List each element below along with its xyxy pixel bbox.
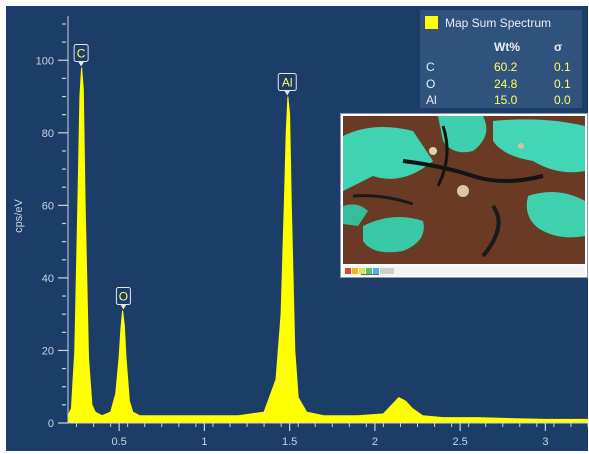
spectrum-panel: 0 20 40 60 80 100 0.5 1 1.5 2 2.5 3 C O Al cps/eV Map… <box>6 6 588 451</box>
peak-label-al: Al <box>277 73 297 96</box>
map-thumbnail-icon <box>343 116 585 264</box>
legend-element: C <box>426 60 435 74</box>
peak-label-o: O <box>115 287 131 310</box>
spectrum-series <box>67 67 588 424</box>
x-tick-label: 1 <box>201 436 207 448</box>
map-thumbnail-toolbar <box>343 266 585 276</box>
legend-title: Map Sum Spectrum <box>445 16 552 30</box>
legend-sigma: 0.1 <box>554 60 571 74</box>
y-tick-label: 60 <box>42 200 54 212</box>
legend-swatch <box>425 16 438 29</box>
legend-element: Al <box>426 93 437 107</box>
peak-label-c: C <box>73 44 89 67</box>
map-thumbnail <box>340 113 588 278</box>
peak-label-pointer <box>284 90 291 96</box>
y-axis-label: cps/eV <box>13 199 25 233</box>
legend-col-wt: Wt% <box>494 40 520 54</box>
legend-element: O <box>426 77 436 91</box>
legend-col-sigma: σ <box>554 40 563 54</box>
y-tick-label: 100 <box>36 55 54 67</box>
x-tick-label: 1.5 <box>282 436 297 448</box>
legend-row: O 24.8 0.1 <box>420 77 582 93</box>
x-tick-label: 0.5 <box>111 436 126 448</box>
legend-wt: 15.0 <box>494 93 518 107</box>
peak-label-pointer <box>120 304 127 310</box>
x-tick-label: 2 <box>372 436 378 448</box>
peak-label-text: O <box>119 290 128 304</box>
legend-row: C 60.2 0.1 <box>420 60 582 76</box>
peak-label-pointer <box>78 61 85 67</box>
legend-sigma: 0.0 <box>554 93 571 107</box>
y-tick-label: 80 <box>42 128 54 140</box>
legend-row: Al 15.0 0.0 <box>420 93 582 109</box>
y-tick-label: 40 <box>42 273 54 285</box>
peak-label-text: Al <box>282 76 293 90</box>
y-tick-label: 0 <box>48 418 54 430</box>
x-tick-label: 2.5 <box>452 436 467 448</box>
y-tick-label: 20 <box>42 345 54 357</box>
legend-wt: 24.8 <box>494 77 518 91</box>
peak-label-text: C <box>77 47 86 61</box>
x-tick-label: 3 <box>542 436 548 448</box>
legend-wt: 60.2 <box>494 60 518 74</box>
legend-sigma: 0.1 <box>554 77 571 91</box>
legend-panel: Map Sum Spectrum Wt% σ C 60.2 0.1 O 24.8… <box>420 10 582 108</box>
